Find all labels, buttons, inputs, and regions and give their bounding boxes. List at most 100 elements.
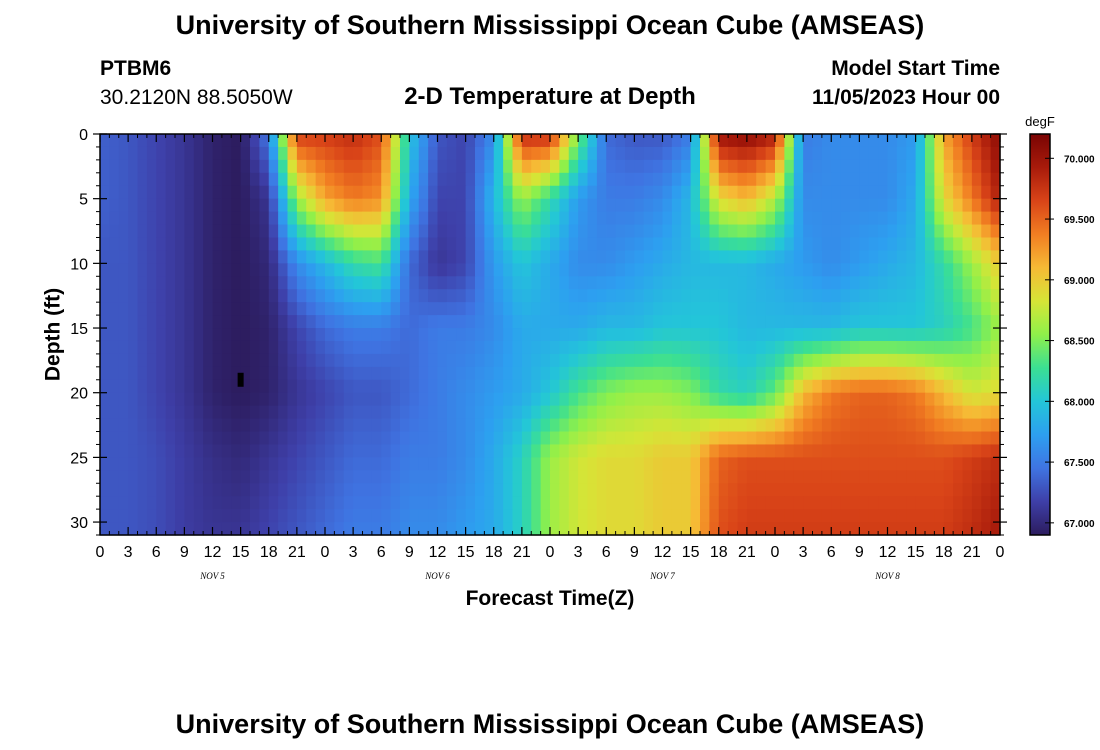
heatmap-cell bbox=[915, 509, 926, 523]
heatmap-cell bbox=[203, 237, 214, 252]
heatmap-cell bbox=[231, 159, 242, 174]
heatmap-cell bbox=[887, 418, 898, 433]
heatmap-cell bbox=[906, 444, 917, 458]
heatmap-cell bbox=[540, 353, 551, 368]
heatmap-cell bbox=[390, 250, 401, 264]
heatmap-cell bbox=[503, 276, 514, 290]
heatmap-cell bbox=[690, 431, 701, 446]
heatmap-cell bbox=[784, 263, 795, 277]
heatmap-cell bbox=[550, 276, 560, 290]
heatmap-cell bbox=[550, 224, 560, 239]
heatmap-cell bbox=[615, 353, 626, 368]
heatmap-cell bbox=[943, 328, 954, 342]
heatmap-cell bbox=[962, 522, 973, 536]
heatmap-cell bbox=[165, 444, 176, 458]
heatmap-cell bbox=[934, 315, 945, 329]
heatmap-cell bbox=[531, 431, 542, 446]
heatmap-cell bbox=[212, 340, 223, 355]
heatmap-cell bbox=[409, 172, 420, 187]
heatmap-cell bbox=[437, 250, 448, 264]
heatmap-cell bbox=[100, 211, 110, 226]
heatmap-cell bbox=[784, 146, 795, 161]
heatmap-cell bbox=[746, 340, 757, 355]
heatmap-cell bbox=[578, 237, 589, 252]
heatmap-cell bbox=[634, 470, 645, 484]
heatmap-cell bbox=[203, 418, 214, 433]
heatmap-cell bbox=[681, 340, 692, 355]
heatmap-cell bbox=[775, 496, 785, 510]
heatmap-cell bbox=[465, 198, 476, 213]
heatmap-cell bbox=[521, 211, 532, 226]
heatmap-cell bbox=[240, 340, 251, 355]
heatmap-cell bbox=[521, 328, 532, 342]
heatmap-cell bbox=[484, 146, 495, 161]
heatmap-cell bbox=[118, 198, 129, 213]
heatmap-cell bbox=[146, 353, 157, 368]
heatmap-cell bbox=[559, 431, 570, 446]
heatmap-cell bbox=[568, 134, 579, 148]
heatmap-cell bbox=[850, 470, 860, 484]
heatmap-cell bbox=[878, 250, 889, 264]
heatmap-cell bbox=[381, 522, 392, 536]
heatmap-cell bbox=[784, 366, 795, 381]
heatmap-cell bbox=[221, 276, 232, 290]
heatmap-cell bbox=[428, 263, 439, 277]
heatmap-cell bbox=[456, 315, 467, 329]
heatmap-cell bbox=[259, 263, 270, 277]
heatmap-cell bbox=[400, 237, 410, 252]
heatmap-cell bbox=[925, 211, 935, 226]
heatmap-cell bbox=[971, 379, 982, 394]
heatmap-cell bbox=[821, 379, 832, 394]
heatmap-cell bbox=[615, 496, 626, 510]
heatmap-cell bbox=[812, 302, 823, 316]
heatmap-cell bbox=[100, 392, 110, 407]
heatmap-cell bbox=[128, 263, 139, 277]
heatmap-cell bbox=[943, 185, 954, 200]
heatmap-cell bbox=[250, 185, 260, 200]
heatmap-cell bbox=[981, 457, 992, 471]
heatmap-cell bbox=[390, 185, 401, 200]
heatmap-cell bbox=[737, 237, 748, 252]
heatmap-cell bbox=[109, 172, 120, 187]
heatmap-cell bbox=[521, 522, 532, 536]
heatmap-cell bbox=[953, 328, 964, 342]
heatmap-cell bbox=[634, 483, 645, 497]
heatmap-cell bbox=[268, 379, 279, 394]
heatmap-cell bbox=[662, 444, 673, 458]
heatmap-cell bbox=[812, 134, 823, 148]
heatmap-cell bbox=[915, 379, 926, 394]
heatmap-cell bbox=[868, 353, 879, 368]
heatmap-cell bbox=[184, 509, 195, 523]
heatmap-cell bbox=[671, 250, 682, 264]
heatmap-cell bbox=[156, 134, 167, 148]
heatmap-cell bbox=[578, 315, 589, 329]
heatmap-cell bbox=[915, 444, 926, 458]
heatmap-cell bbox=[353, 237, 364, 252]
heatmap-cell bbox=[615, 509, 626, 523]
heatmap-cell bbox=[915, 276, 926, 290]
heatmap-cell bbox=[634, 431, 645, 446]
heatmap-cell bbox=[700, 483, 710, 497]
heatmap-cell bbox=[690, 302, 701, 316]
heatmap-cell bbox=[109, 418, 120, 433]
heatmap-cell bbox=[821, 392, 832, 407]
heatmap-cell bbox=[934, 431, 945, 446]
heatmap-cell bbox=[362, 302, 373, 316]
heatmap-cell bbox=[737, 172, 748, 187]
heatmap-cell bbox=[662, 211, 673, 226]
heatmap-cell bbox=[334, 211, 345, 226]
heatmap-cell bbox=[184, 302, 195, 316]
heatmap-cell bbox=[587, 392, 598, 407]
heatmap-cell bbox=[981, 237, 992, 252]
heatmap-cell bbox=[512, 302, 523, 316]
heatmap-cell bbox=[296, 159, 307, 174]
heatmap-cell bbox=[371, 470, 382, 484]
heatmap-cell bbox=[625, 444, 635, 458]
heatmap-cell bbox=[990, 483, 1001, 497]
heatmap-cell bbox=[746, 185, 757, 200]
heatmap-cell bbox=[737, 328, 748, 342]
heatmap-cell bbox=[728, 496, 739, 510]
heatmap-cell bbox=[240, 159, 251, 174]
heatmap-cell bbox=[596, 224, 607, 239]
heatmap-cell bbox=[634, 159, 645, 174]
